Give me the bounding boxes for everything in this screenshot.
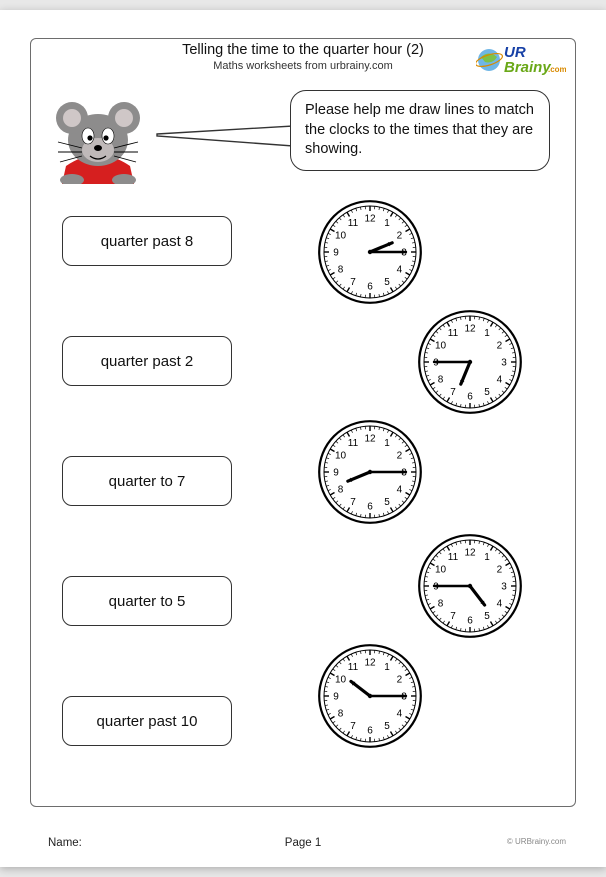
speech-bubble: Please help me draw lines to match the c… <box>290 90 550 171</box>
mouse-character-icon <box>38 96 158 184</box>
svg-text:9: 9 <box>333 692 339 703</box>
svg-text:11: 11 <box>448 552 459 563</box>
svg-text:2: 2 <box>397 231 403 242</box>
clock-face: 123456789101112 <box>318 420 422 524</box>
time-label: quarter to 7 <box>62 456 232 506</box>
svg-text:4: 4 <box>397 709 403 720</box>
svg-text:4: 4 <box>497 375 503 386</box>
svg-text:11: 11 <box>348 218 359 229</box>
clock-face: 123456789101112 <box>418 310 522 414</box>
svg-text:6: 6 <box>467 616 473 627</box>
svg-text:4: 4 <box>497 599 503 610</box>
svg-text:5: 5 <box>484 611 490 622</box>
svg-text:Brainy: Brainy <box>504 59 551 76</box>
name-field-label: Name: <box>48 837 82 849</box>
svg-text:11: 11 <box>348 662 359 673</box>
svg-text:3: 3 <box>501 582 507 593</box>
svg-text:7: 7 <box>450 611 456 622</box>
svg-text:10: 10 <box>435 565 447 576</box>
svg-text:9: 9 <box>333 248 339 259</box>
svg-text:2: 2 <box>397 675 403 686</box>
svg-text:11: 11 <box>448 328 459 339</box>
time-label: quarter past 10 <box>62 696 232 746</box>
svg-text:6: 6 <box>467 392 473 403</box>
svg-text:10: 10 <box>335 231 347 242</box>
time-label-text: quarter past 10 <box>97 713 198 730</box>
svg-text:7: 7 <box>350 277 356 288</box>
svg-text:1: 1 <box>484 328 490 339</box>
svg-text:12: 12 <box>464 548 476 559</box>
clock-face: 123456789101112 <box>318 644 422 748</box>
svg-text:5: 5 <box>384 497 390 508</box>
time-label: quarter past 8 <box>62 216 232 266</box>
svg-text:2: 2 <box>497 341 503 352</box>
svg-text:2: 2 <box>397 451 403 462</box>
svg-text:1: 1 <box>384 662 390 673</box>
svg-text:4: 4 <box>397 265 403 276</box>
svg-text:12: 12 <box>364 214 376 225</box>
svg-text:5: 5 <box>484 387 490 398</box>
svg-text:10: 10 <box>335 451 347 462</box>
svg-text:1: 1 <box>384 438 390 449</box>
svg-text:12: 12 <box>364 434 376 445</box>
svg-text:.com: .com <box>548 65 566 74</box>
speech-tail-icon <box>155 124 295 164</box>
svg-text:6: 6 <box>367 282 373 293</box>
svg-text:4: 4 <box>397 485 403 496</box>
svg-text:8: 8 <box>338 709 344 720</box>
svg-text:5: 5 <box>384 277 390 288</box>
svg-text:6: 6 <box>367 502 373 513</box>
copyright-text: © URBrainy.com <box>507 837 566 846</box>
svg-text:1: 1 <box>384 218 390 229</box>
time-label: quarter to 5 <box>62 576 232 626</box>
svg-text:12: 12 <box>364 658 376 669</box>
svg-text:6: 6 <box>367 726 373 737</box>
svg-text:10: 10 <box>335 675 347 686</box>
svg-text:8: 8 <box>438 375 444 386</box>
time-labels-column: quarter past 8 quarter past 2 quarter to… <box>62 216 232 816</box>
time-label-text: quarter past 2 <box>101 353 194 370</box>
time-label-text: quarter to 7 <box>109 473 186 490</box>
svg-text:8: 8 <box>338 485 344 496</box>
time-label-text: quarter past 8 <box>101 233 194 250</box>
svg-text:8: 8 <box>438 599 444 610</box>
clock-face: 123456789101112 <box>418 534 522 638</box>
time-label: quarter past 2 <box>62 336 232 386</box>
clock-face: 123456789101112 <box>318 200 422 304</box>
svg-text:3: 3 <box>501 358 507 369</box>
page-number: Page 1 <box>285 837 321 849</box>
svg-text:11: 11 <box>348 438 359 449</box>
svg-text:7: 7 <box>350 721 356 732</box>
instruction-text: Please help me draw lines to match the c… <box>305 102 534 157</box>
svg-text:12: 12 <box>464 324 476 335</box>
svg-text:5: 5 <box>384 721 390 732</box>
svg-text:8: 8 <box>338 265 344 276</box>
worksheet-page: Telling the time to the quarter hour (2)… <box>0 10 606 867</box>
svg-text:7: 7 <box>450 387 456 398</box>
svg-text:10: 10 <box>435 341 447 352</box>
svg-text:9: 9 <box>333 468 339 479</box>
svg-text:2: 2 <box>497 565 503 576</box>
svg-text:1: 1 <box>484 552 490 563</box>
svg-text:7: 7 <box>350 497 356 508</box>
time-label-text: quarter to 5 <box>109 593 186 610</box>
brand-logo: URBrainy.com <box>476 42 566 78</box>
